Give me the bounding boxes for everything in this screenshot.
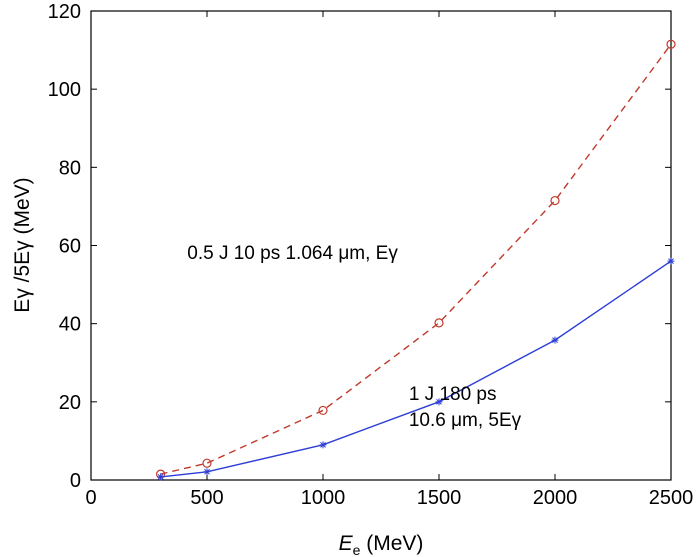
series-2-point <box>203 468 211 476</box>
x-tick-label: 1500 <box>417 487 462 509</box>
y-tick-label: 120 <box>48 1 81 23</box>
y-axis-label: Eγ /5Eγ (MeV) <box>11 177 34 312</box>
x-tick-label: 500 <box>190 487 223 509</box>
series-2-point <box>319 441 327 449</box>
dashed-annotation: 0.5 J 10 ps 1.064 μm, Eγ <box>187 243 398 264</box>
x-axis-label-subscript: e <box>353 542 361 557</box>
series-1-point <box>318 405 328 416</box>
series-1-point <box>202 458 212 468</box>
dashed-annotation-line: 0.5 J 10 ps 1.064 μm, Eγ <box>187 243 398 264</box>
series-2-point <box>551 336 559 344</box>
series-2-point <box>667 257 675 265</box>
x-axis-label-main: E <box>339 532 354 555</box>
solid-annotation-line: 1 J 180 ps <box>409 384 497 405</box>
x-tick-label: 0 <box>85 487 96 509</box>
y-tick-label: 20 <box>59 392 81 414</box>
y-tick-label: 60 <box>59 236 81 258</box>
series-1-point <box>666 39 676 49</box>
y-tick-label: 80 <box>59 157 81 179</box>
series-1-point <box>434 318 444 328</box>
solid-annotation: 1 J 180 ps 10.6 μm, 5Eγ <box>409 384 522 431</box>
series-group <box>156 39 676 481</box>
y-tick-label: 40 <box>59 314 81 336</box>
series-2-point <box>157 473 165 481</box>
series-2-point <box>435 398 443 406</box>
series-line-1 <box>160 43 672 475</box>
x-tick-label: 1000 <box>301 487 346 509</box>
x-tick-label: 2500 <box>649 487 694 509</box>
tick-labels: 0 500 1000 1500 2000 2500 0 20 40 60 80 100 120 <box>48 1 694 509</box>
x-tick-label: 2000 <box>533 487 578 509</box>
x-axis-label: Ee (MeV) <box>339 532 424 557</box>
y-tick-label: 100 <box>48 79 81 101</box>
series-1-point <box>550 195 560 206</box>
y-tick-label: 0 <box>70 470 81 492</box>
series-line-2 <box>160 260 672 478</box>
solid-annotation-line: 10.6 μm, 5Eγ <box>409 410 522 431</box>
x-axis-label-unit: (MeV) <box>360 532 423 555</box>
annotations: 0.5 J 10 ps 1.064 μm, Eγ 1 J 180 ps 10.6 μ… <box>187 243 521 431</box>
tick-marks <box>90 10 672 481</box>
